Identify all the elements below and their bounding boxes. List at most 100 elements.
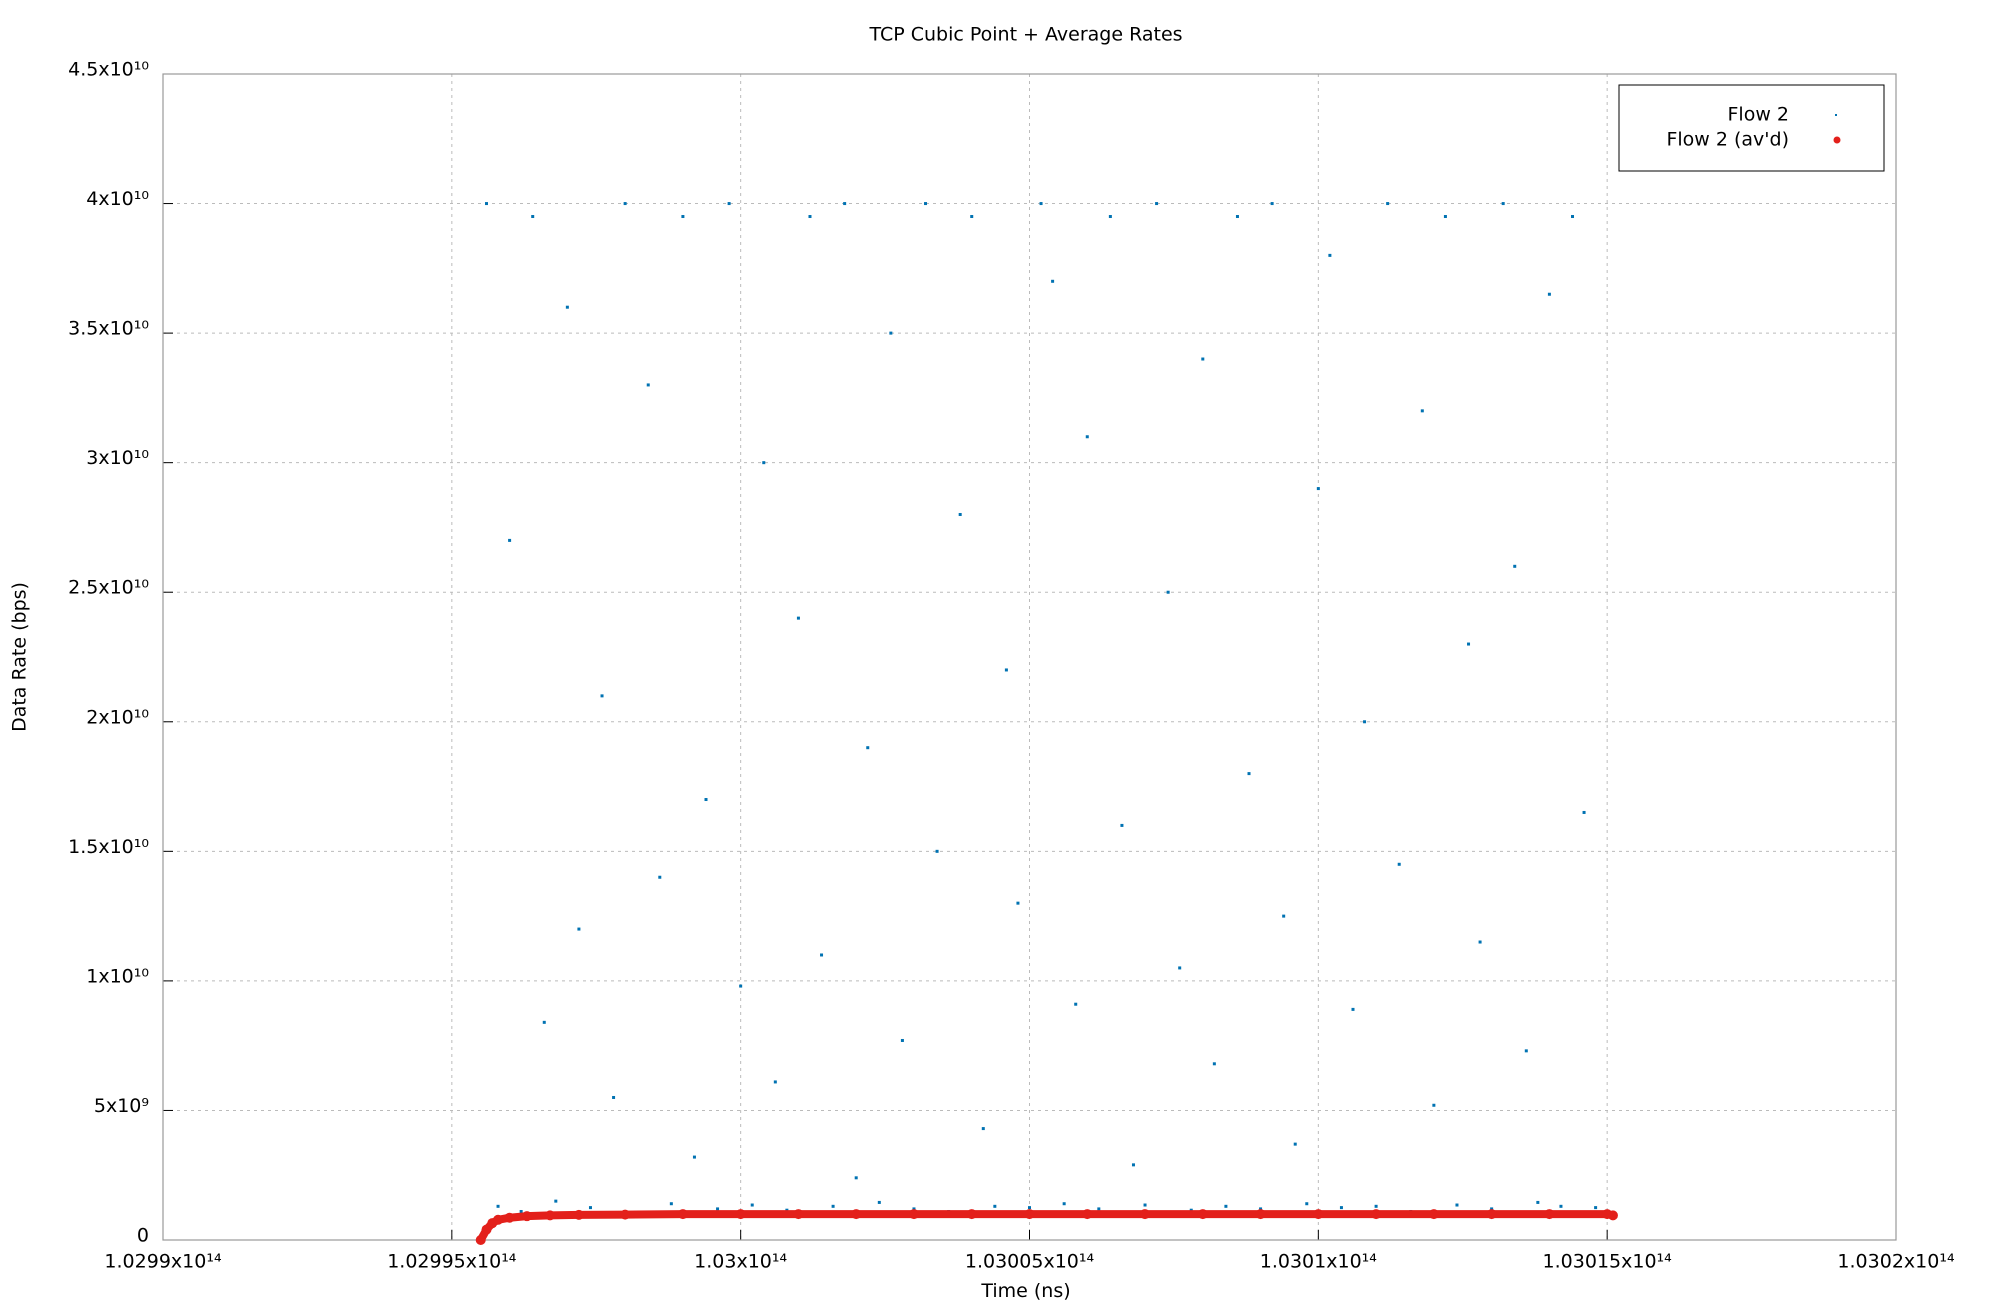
- point: [1178, 966, 1182, 970]
- point: [889, 331, 893, 335]
- y-tick-label: 1x10¹⁰: [86, 965, 149, 987]
- point: [1270, 202, 1274, 206]
- point: [542, 1020, 546, 1024]
- x-axis-label: Time (ns): [980, 1280, 1070, 1300]
- point: [1351, 1007, 1355, 1011]
- point: [981, 1127, 985, 1131]
- point: [1016, 901, 1020, 905]
- point: [612, 1095, 616, 1099]
- point: [1316, 487, 1320, 491]
- avg-point: [545, 1210, 556, 1221]
- point: [1131, 1163, 1135, 1167]
- point: [1478, 940, 1482, 944]
- y-tick-label: 4x10¹⁰: [86, 188, 149, 210]
- point: [1582, 810, 1586, 814]
- point: [1501, 202, 1505, 206]
- legend-label: Flow 2 (av'd): [1666, 129, 1789, 151]
- avg-point: [1024, 1209, 1035, 1220]
- point: [1547, 292, 1551, 296]
- point: [1004, 668, 1008, 672]
- point: [854, 1176, 858, 1180]
- x-tick-label: 1.0299x10¹⁴: [104, 1251, 222, 1273]
- point: [1051, 279, 1055, 283]
- point: [866, 746, 870, 750]
- y-tick-label: 1.5x10¹⁰: [68, 836, 149, 858]
- avg-point: [1428, 1209, 1439, 1220]
- avg-point: [573, 1209, 584, 1220]
- point: [531, 215, 535, 219]
- point: [658, 875, 662, 879]
- point: [1120, 823, 1124, 827]
- avg-point: [1197, 1209, 1208, 1220]
- avg-point: [1255, 1209, 1266, 1220]
- x-tick-label: 1.03005x10¹⁴: [965, 1251, 1095, 1273]
- chart-title: TCP Cubic Point + Average Rates: [868, 24, 1182, 46]
- point: [1039, 202, 1043, 206]
- point: [1293, 1142, 1297, 1146]
- x-tick-label: 1.03x10¹⁴: [694, 1251, 787, 1273]
- point: [1363, 720, 1367, 724]
- point: [692, 1155, 696, 1159]
- point: [716, 1207, 720, 1211]
- avg-point: [620, 1209, 631, 1220]
- point: [623, 202, 627, 206]
- avg-point: [481, 1224, 492, 1235]
- point: [820, 953, 824, 957]
- point: [1594, 1206, 1598, 1210]
- y-tick-label: 3x10¹⁰: [86, 447, 149, 469]
- point: [1108, 215, 1112, 219]
- x-tick-label: 1.03015x10¹⁴: [1543, 1251, 1673, 1273]
- point: [1432, 1103, 1436, 1107]
- avg-point: [966, 1209, 977, 1220]
- point: [577, 927, 581, 931]
- avg-point: [677, 1209, 688, 1220]
- point: [1062, 1202, 1066, 1206]
- y-tick-label: 4.5x10¹⁰: [68, 59, 149, 81]
- y-tick-label: 5x10⁹: [94, 1095, 149, 1117]
- legend-box: [1618, 84, 1885, 172]
- avg-point: [793, 1209, 804, 1220]
- point: [646, 383, 650, 387]
- point: [739, 984, 743, 988]
- point: [565, 305, 569, 309]
- point: [1028, 1206, 1031, 1210]
- point: [508, 538, 512, 542]
- y-tick-label: 0: [137, 1225, 149, 1247]
- point: [1571, 215, 1575, 219]
- avg-point: [493, 1214, 504, 1225]
- point: [669, 1202, 673, 1206]
- point: [1282, 914, 1286, 918]
- legend-marker: [1833, 136, 1841, 144]
- point: [496, 1204, 500, 1208]
- avg-point: [521, 1211, 532, 1222]
- point: [1235, 215, 1239, 219]
- point: [727, 202, 731, 206]
- point: [1259, 1207, 1263, 1211]
- point: [1386, 202, 1390, 206]
- point: [762, 461, 766, 465]
- point: [1443, 215, 1447, 219]
- point: [519, 1209, 523, 1213]
- point: [958, 512, 962, 516]
- point: [1524, 1049, 1528, 1053]
- point: [484, 202, 488, 206]
- y-tick-label: 2x10¹⁰: [86, 706, 149, 728]
- avg-point: [908, 1209, 919, 1220]
- avg-point: [1607, 1210, 1618, 1221]
- point: [704, 798, 708, 802]
- avg-point: [504, 1212, 515, 1223]
- avg-point: [1486, 1209, 1497, 1220]
- point: [1536, 1200, 1540, 1204]
- point: [773, 1080, 777, 1084]
- point: [1155, 202, 1159, 206]
- x-tick-label: 1.0302x10¹⁴: [1837, 1251, 1955, 1273]
- point: [1097, 1207, 1101, 1211]
- point: [1224, 1204, 1228, 1208]
- point: [831, 1204, 835, 1208]
- legend-label: Flow 2: [1728, 104, 1790, 126]
- point: [1074, 1002, 1078, 1006]
- point: [877, 1200, 881, 1204]
- point: [554, 1199, 558, 1203]
- x-tick-label: 1.02995x10¹⁴: [387, 1251, 517, 1273]
- avg-point: [1140, 1209, 1151, 1220]
